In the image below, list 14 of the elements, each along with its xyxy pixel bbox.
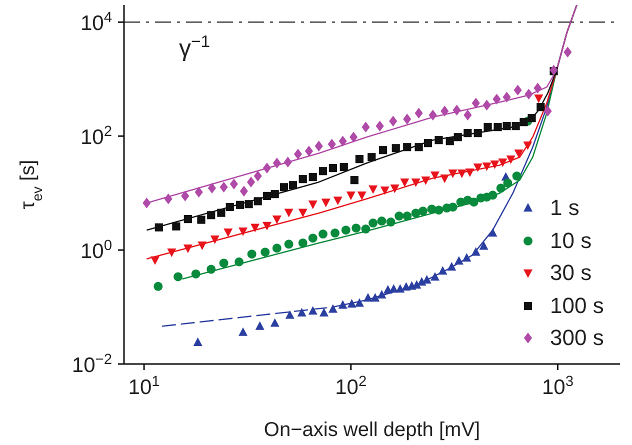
legend-label: 30 s — [550, 260, 592, 286]
x-axis-title: On−axis well depth [mV] — [264, 419, 480, 441]
x-tick-label: 10$^{3}$ — [542, 374, 574, 399]
x-tick-label: 10$^{2}$ — [335, 374, 367, 399]
legend-label: 100 s — [550, 292, 604, 319]
y-tick-label: 10$^{4}$ — [80, 10, 112, 36]
x-tick-label: 10$^{1}$ — [128, 374, 160, 399]
ref-line-label: γ$^{−1}$ — [179, 32, 210, 62]
y-tick-label: 10$^{0}$ — [80, 238, 112, 264]
legend-label: 1 s — [550, 195, 580, 222]
y-tick-label: 10$^{−2}$ — [72, 352, 112, 377]
legend-label: 300 s — [550, 325, 604, 352]
legend-label: 10 s — [550, 228, 592, 254]
y-tick-label: 10$^{2}$ — [80, 124, 112, 150]
